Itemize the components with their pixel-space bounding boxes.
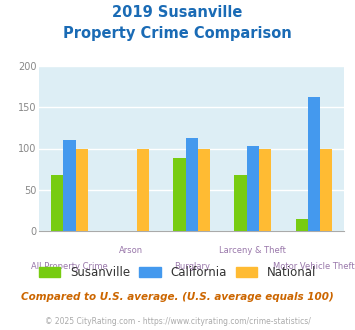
Bar — [76, 148, 88, 231]
Bar — [51, 175, 64, 231]
Text: 2019 Susanville: 2019 Susanville — [112, 5, 243, 20]
Bar — [247, 146, 259, 231]
Text: Property Crime Comparison: Property Crime Comparison — [63, 26, 292, 41]
Bar — [64, 140, 76, 231]
Bar — [137, 148, 149, 231]
Bar — [198, 148, 210, 231]
Text: © 2025 CityRating.com - https://www.cityrating.com/crime-statistics/: © 2025 CityRating.com - https://www.city… — [45, 317, 310, 326]
Text: Arson: Arson — [119, 246, 143, 255]
Bar — [320, 148, 332, 231]
Bar — [234, 175, 247, 231]
Bar — [173, 158, 186, 231]
Bar — [259, 148, 271, 231]
Text: Burglary: Burglary — [174, 262, 210, 271]
Text: Larceny & Theft: Larceny & Theft — [219, 246, 286, 255]
Legend: Susanville, California, National: Susanville, California, National — [34, 262, 321, 284]
Bar — [186, 138, 198, 231]
Text: All Property Crime: All Property Crime — [31, 262, 108, 271]
Bar — [308, 96, 320, 231]
Bar — [295, 218, 308, 231]
Text: Compared to U.S. average. (U.S. average equals 100): Compared to U.S. average. (U.S. average … — [21, 292, 334, 302]
Text: Motor Vehicle Theft: Motor Vehicle Theft — [273, 262, 355, 271]
